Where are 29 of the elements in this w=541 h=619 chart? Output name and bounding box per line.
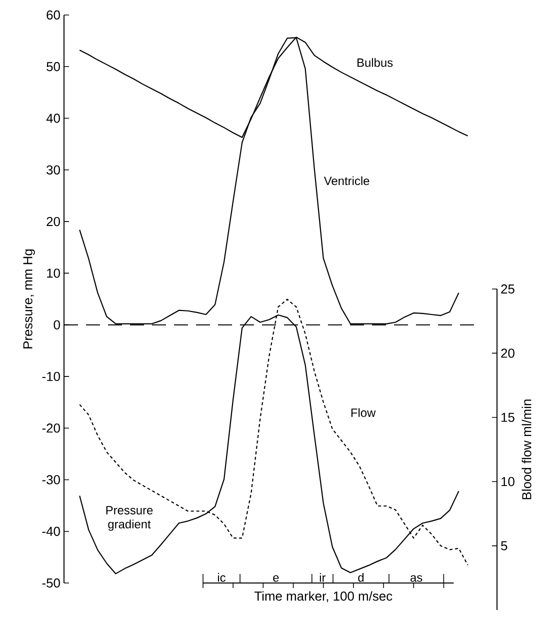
y2-axis-title: Blood flow ml/min	[522, 400, 532, 500]
y2-tick-label: 10	[502, 477, 514, 486]
annotation: as	[410, 575, 422, 582]
y-tick-label: 40	[46, 114, 60, 123]
y-tick-label: 20	[46, 216, 60, 226]
y-tick-label: 0	[54, 320, 60, 330]
y-tick-label: -30	[42, 475, 60, 484]
y-tick-label: -40	[42, 526, 60, 536]
series-label: Flow	[351, 408, 376, 417]
annotation: e	[273, 575, 279, 582]
y2-tick-label: 25	[501, 284, 514, 294]
y-tick-label: -20	[42, 424, 60, 433]
y-tick-label: 10	[47, 268, 60, 278]
y2-tick-label: 20	[501, 348, 514, 358]
y-axis-title: Pressure, mm Hg	[23, 249, 35, 348]
y2-tick-label: 5	[501, 541, 508, 550]
y-tick-label: -10	[42, 372, 60, 382]
y-tick-label: 50	[46, 62, 60, 72]
annotation: ic	[218, 573, 226, 582]
y2-tick-label: 15	[502, 412, 514, 422]
y-tick-label: 30	[46, 165, 60, 174]
series-label: Ventricle	[324, 176, 370, 186]
series-label: Bulbus	[358, 58, 393, 67]
series-label: Pressure gradient	[106, 506, 153, 531]
y-tick-label: 60	[46, 10, 60, 20]
annotation: ir	[320, 573, 326, 582]
x-axis-title: Time marker, 100 m/sec	[254, 591, 392, 602]
annotation: d	[358, 573, 364, 582]
y-tick-label: -50	[42, 578, 60, 588]
